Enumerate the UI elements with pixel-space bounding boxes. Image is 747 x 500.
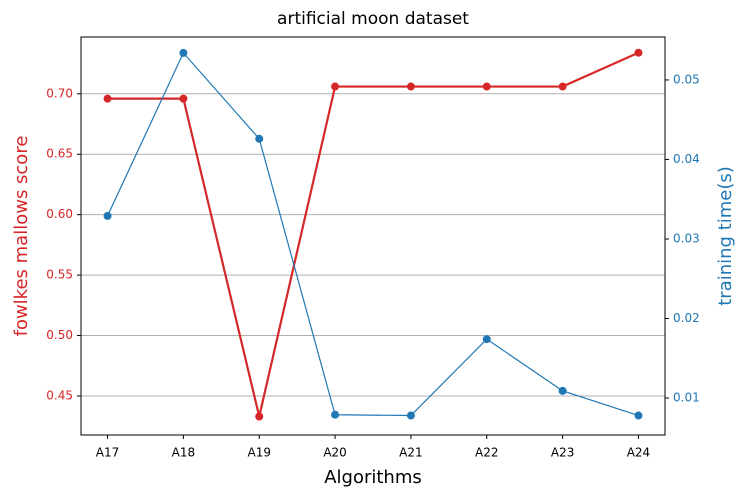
data-point [558, 386, 567, 395]
data-point [103, 94, 112, 103]
series-line [107, 51, 639, 417]
x-tick-label: A20 [323, 446, 346, 460]
series-line [107, 51, 639, 417]
y2-tick-label: 0.05 [673, 72, 700, 86]
y-tick-label: 0.55 [46, 268, 73, 282]
data-point [482, 335, 491, 344]
data-point [179, 94, 188, 103]
y-tick-label: 0.50 [46, 328, 73, 342]
chart-title: artificial moon dataset [277, 9, 469, 29]
plot-frame [80, 36, 666, 436]
x-axis-label: Algorithms [324, 467, 422, 488]
x-tick-label: A19 [247, 446, 270, 460]
x-tick-label: A17 [96, 446, 119, 460]
y-tick-label: 0.60 [46, 207, 73, 221]
x-tick-label: A22 [475, 446, 498, 460]
data-point [331, 410, 340, 419]
data-point [634, 48, 643, 57]
y-tick-label: 0.65 [46, 147, 73, 161]
data-point [406, 82, 415, 91]
data-point [482, 82, 491, 91]
y2-tick-label: 0.02 [673, 311, 700, 325]
data-point [103, 211, 112, 220]
data-point [558, 82, 567, 91]
y-axis-label: fowlkes mallows score [11, 136, 32, 337]
x-tick-label: A24 [627, 446, 650, 460]
data-point [179, 48, 188, 57]
x-tick-label: A23 [551, 446, 574, 460]
data-point [406, 411, 415, 420]
data-point [255, 134, 264, 143]
y2-axis-label: training time(s) [715, 166, 736, 306]
x-tick-label: A18 [172, 446, 195, 460]
y-tick-label: 0.70 [46, 86, 73, 100]
y2-tick-label: 0.04 [673, 152, 700, 166]
y2-tick-label: 0.01 [673, 391, 700, 405]
data-point [255, 412, 264, 421]
data-point [634, 411, 643, 420]
y-tick-label: 0.45 [46, 388, 73, 402]
data-point [331, 82, 340, 91]
x-tick-label: A21 [399, 446, 422, 460]
y2-tick-label: 0.03 [673, 231, 700, 245]
